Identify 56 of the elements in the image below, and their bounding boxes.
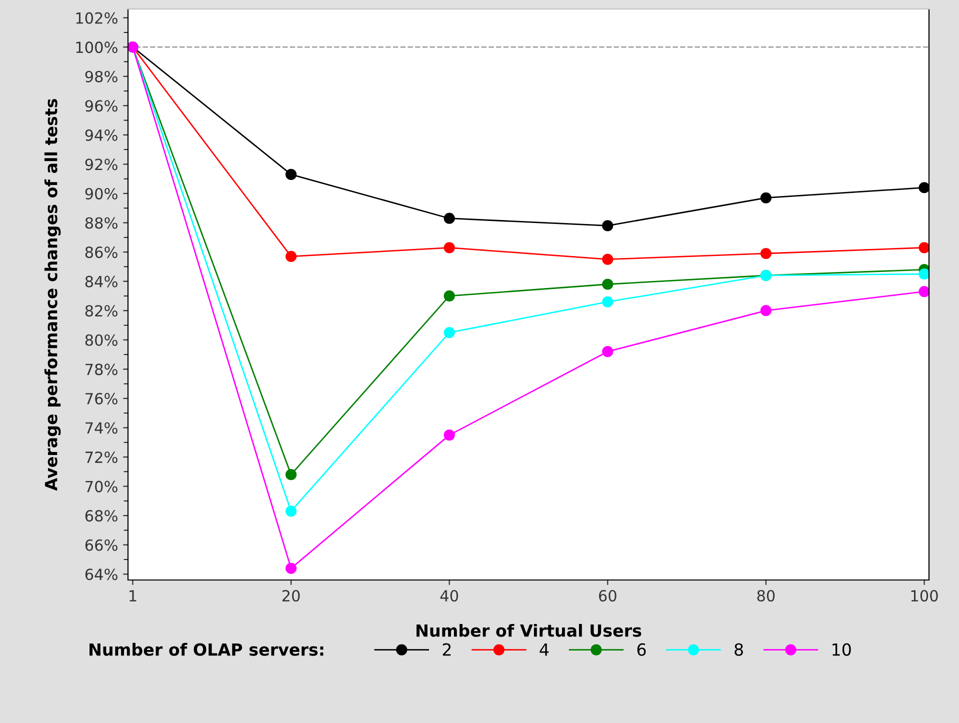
point xyxy=(602,296,614,308)
point xyxy=(444,327,455,338)
point xyxy=(285,250,297,262)
x-tick-label: 100 xyxy=(911,590,938,602)
y-tick-label: 74% xyxy=(86,422,118,434)
x-axis-title: Number of Virtual Users xyxy=(416,624,642,637)
y-tick-label: 80% xyxy=(85,334,118,346)
point xyxy=(918,286,929,298)
point xyxy=(602,254,614,265)
y-tick-label: 92% xyxy=(85,158,118,170)
point xyxy=(444,290,455,302)
y-tick-label: 102% xyxy=(76,12,118,24)
point xyxy=(444,242,455,254)
y-tick-label: 68% xyxy=(85,510,118,522)
legend-label: 4 xyxy=(540,643,549,656)
point xyxy=(285,469,297,480)
point xyxy=(602,346,614,358)
point xyxy=(918,268,929,280)
point xyxy=(918,242,929,254)
point xyxy=(285,506,297,517)
x-tick-label: 40 xyxy=(440,590,458,602)
y-tick-label: 72% xyxy=(86,451,118,464)
point xyxy=(918,182,929,194)
x-tick-label: 80 xyxy=(757,590,775,602)
legend-label: 2 xyxy=(442,643,451,656)
legend-label: 6 xyxy=(637,643,646,656)
y-tick-label: 94% xyxy=(85,129,118,141)
point xyxy=(760,305,772,316)
y-tick-label: 88% xyxy=(85,217,118,229)
point xyxy=(444,212,455,224)
point xyxy=(602,278,614,290)
y-tick-label: 76% xyxy=(86,392,118,404)
y-tick-label: 86% xyxy=(85,246,118,258)
y-tick-label: 100% xyxy=(76,42,118,54)
legend-title: Number of OLAP servers: xyxy=(90,642,324,656)
y-tick-label: 70% xyxy=(86,480,118,492)
point xyxy=(602,220,614,232)
point xyxy=(760,192,772,204)
legend-label: 8 xyxy=(734,643,743,656)
y-tick-label: 98% xyxy=(85,70,118,82)
y-tick-label: 90% xyxy=(85,188,118,200)
legend-label: 10 xyxy=(832,643,851,656)
y-tick-label: 84% xyxy=(85,276,118,288)
y-axis-title: Average performance changes of all tests xyxy=(44,98,61,491)
point xyxy=(285,562,297,574)
y-tick-label: 82% xyxy=(85,305,118,317)
y-tick-label: 96% xyxy=(85,100,118,112)
point xyxy=(444,430,455,441)
point xyxy=(760,248,772,260)
y-tick-label: 64% xyxy=(85,568,118,580)
x-tick-label: 60 xyxy=(598,590,616,602)
x-tick-label: 20 xyxy=(282,590,300,602)
y-tick-label: 66% xyxy=(85,539,118,551)
y-tick-label: 78% xyxy=(86,364,118,376)
x-tick-label: 1 xyxy=(130,590,136,602)
point xyxy=(285,168,297,180)
